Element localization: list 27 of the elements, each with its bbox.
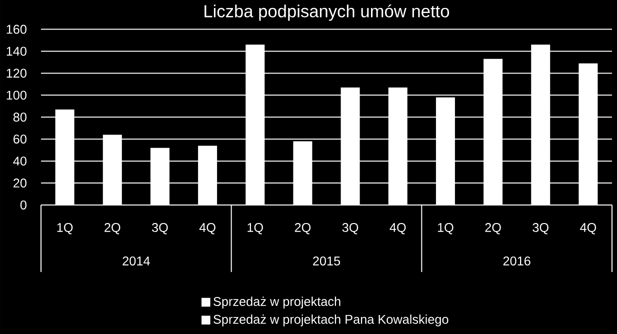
legend-label: Sprzedaż w projektach — [214, 296, 340, 308]
text: 2014 — [122, 256, 150, 266]
text: 2016 — [503, 256, 530, 266]
x-tick-label: 2Q — [104, 223, 120, 234]
x-tick-label: 3Q — [342, 223, 358, 234]
x-tick-label: 4Q — [580, 223, 596, 234]
legend-label: Sprzedaż w projektach Pana Kowalskiego — [214, 314, 448, 326]
x-tick-label: 1Q — [57, 223, 73, 234]
x-tick-label: 2Q — [294, 223, 311, 234]
y-tick-label: 120 — [6, 68, 26, 78]
chart-title: Liczba podpisanych umów netto — [204, 4, 450, 21]
x-tick-label: 1Q — [438, 223, 454, 234]
y-tick-label: 160 — [6, 24, 26, 34]
x-tick-label: 2Q — [485, 223, 501, 234]
x-tick-label: 3Q — [532, 223, 548, 234]
x-tick-label: 1Q — [248, 223, 263, 234]
y-tick-label: 140 — [6, 46, 26, 56]
y-tick-label: 60 — [14, 134, 26, 144]
x-tick-label: 4Q — [390, 223, 406, 234]
y-tick-label: 0 — [20, 200, 26, 210]
x-tick-label: 4Q — [199, 223, 216, 234]
y-tick-label: 100 — [6, 90, 26, 100]
y-tick-label: 40 — [13, 156, 26, 166]
x-tick-label: 3Q — [152, 223, 168, 234]
y-tick-label: 80 — [13, 112, 26, 122]
text: 2015 — [313, 256, 340, 266]
y-tick-label: 20 — [14, 178, 26, 188]
